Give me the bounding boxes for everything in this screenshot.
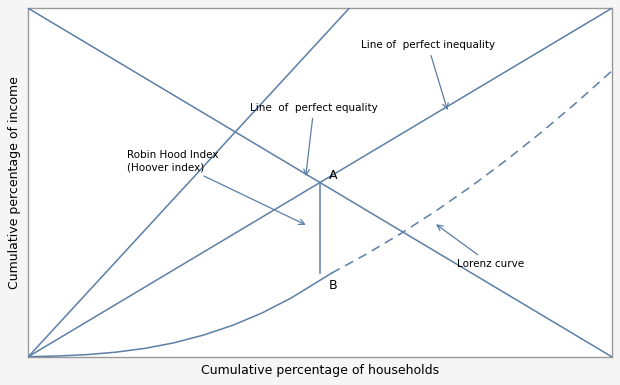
Y-axis label: Cumulative percentage of income: Cumulative percentage of income — [8, 76, 21, 289]
Text: Line of  perfect inequality: Line of perfect inequality — [361, 40, 495, 109]
Text: Lorenz curve: Lorenz curve — [437, 225, 524, 269]
X-axis label: Cumulative percentage of households: Cumulative percentage of households — [201, 364, 439, 377]
Text: Robin Hood Index
(Hoover index): Robin Hood Index (Hoover index) — [128, 151, 304, 224]
Text: A: A — [329, 169, 337, 182]
Text: Line  of  perfect equality: Line of perfect equality — [250, 103, 378, 175]
Text: B: B — [329, 279, 337, 292]
